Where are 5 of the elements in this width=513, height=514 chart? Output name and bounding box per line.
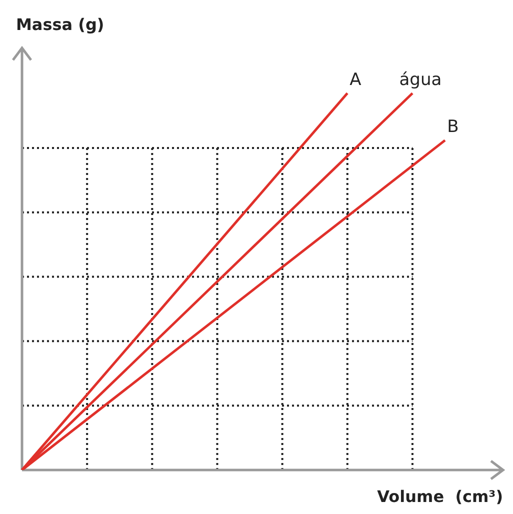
y-axis-title: Massa (g)	[16, 15, 104, 34]
series-label: B	[447, 117, 459, 138]
x-axis-title: Volume (cm³)	[377, 487, 503, 506]
series-label: A	[350, 70, 362, 90]
series-label: água	[399, 70, 442, 90]
